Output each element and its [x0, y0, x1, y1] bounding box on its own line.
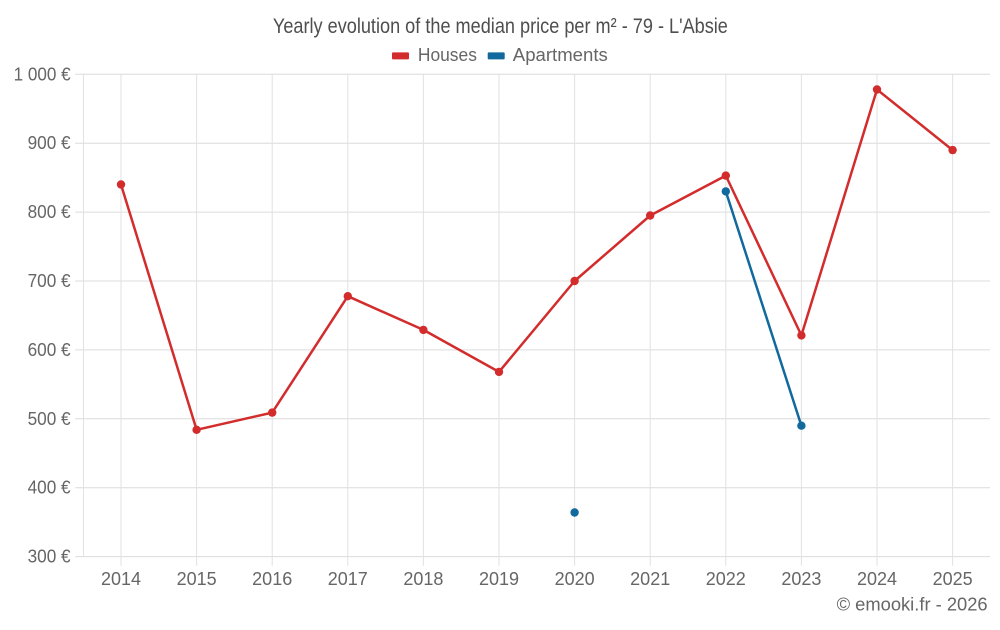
svg-text:2022: 2022	[706, 569, 746, 589]
svg-text:Apartments: Apartments	[513, 45, 608, 65]
svg-text:2024: 2024	[857, 569, 897, 589]
svg-text:2017: 2017	[328, 569, 368, 589]
svg-text:2025: 2025	[933, 569, 973, 589]
svg-text:300 €: 300 €	[28, 547, 71, 567]
svg-text:2018: 2018	[403, 569, 443, 589]
svg-text:1 000 €: 1 000 €	[14, 64, 71, 84]
svg-text:900 €: 900 €	[28, 133, 71, 153]
svg-text:400 €: 400 €	[28, 478, 71, 498]
svg-text:Yearly evolution of the median: Yearly evolution of the median price per…	[273, 15, 728, 38]
svg-text:2014: 2014	[101, 569, 141, 589]
svg-text:2020: 2020	[555, 569, 595, 589]
svg-text:2016: 2016	[252, 569, 292, 589]
svg-text:2015: 2015	[177, 569, 217, 589]
svg-text:2023: 2023	[781, 569, 821, 589]
svg-text:2021: 2021	[630, 569, 670, 589]
svg-text:600 €: 600 €	[28, 340, 71, 360]
svg-text:500 €: 500 €	[28, 409, 71, 429]
svg-text:2019: 2019	[479, 569, 519, 589]
svg-text:Houses: Houses	[418, 45, 477, 65]
svg-text:800 €: 800 €	[28, 202, 71, 222]
svg-text:© emooki.fr - 2026: © emooki.fr - 2026	[837, 595, 988, 615]
svg-text:700 €: 700 €	[28, 271, 71, 291]
